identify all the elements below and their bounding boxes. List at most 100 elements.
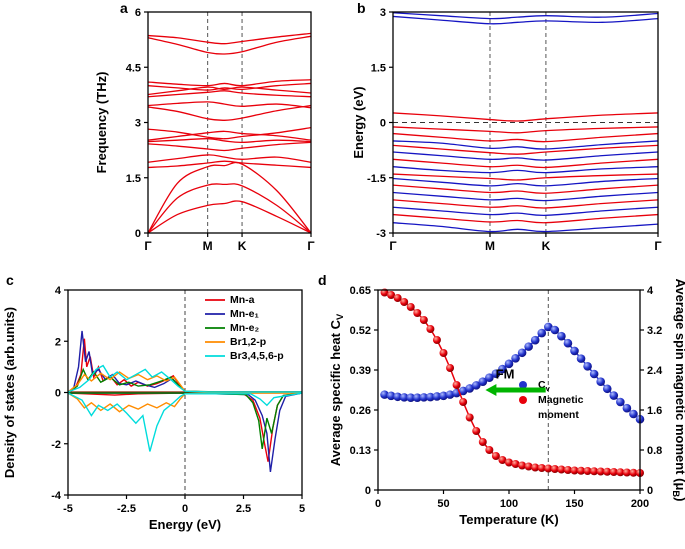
specific-heat-marker: [504, 359, 514, 369]
y-tick-label: 1.5: [371, 62, 386, 74]
magnetic-moment-marker: [432, 336, 441, 344]
band-curve: [147, 183, 312, 234]
band-curve: [392, 15, 659, 25]
legend-label: Magnetic: [538, 394, 584, 406]
specific-heat-marker: [445, 390, 455, 399]
legend-label: Cv: [538, 379, 551, 393]
y-tick-label: 4.5: [126, 62, 141, 74]
magnetic-moment-marker: [511, 460, 520, 468]
panel-label-a: a: [120, 0, 128, 16]
magnetic-moment-marker: [439, 349, 448, 357]
fm-label: FM: [496, 367, 515, 382]
specific-heat-marker: [426, 392, 435, 402]
magnetic-moment-marker: [426, 325, 435, 333]
specific-heat-marker: [616, 397, 625, 407]
specific-heat-marker: [498, 364, 507, 374]
legend-label: Mn-e₁: [230, 308, 259, 320]
y-tick-label: 0: [380, 118, 386, 130]
band-curve: [392, 132, 659, 143]
b-plot-area: [392, 12, 659, 233]
magnetic-moment-marker: [518, 461, 527, 470]
y-tick-label-right: 1.6: [647, 405, 662, 417]
magnetic-moment-marker: [550, 465, 559, 473]
specific-heat-marker: [576, 354, 586, 363]
magnetic-moment-marker: [616, 468, 625, 477]
legend-label: Mn-a: [230, 294, 255, 306]
panel-label-b: b: [357, 0, 366, 16]
x-tick-label: Γ: [307, 239, 315, 253]
band-curve: [147, 141, 312, 152]
specific-heat-marker: [386, 391, 396, 401]
specific-heat-marker: [550, 325, 560, 335]
y-tick-label: 3: [380, 7, 386, 19]
band-curve: [392, 199, 659, 209]
x-axis-title: Energy (eV): [149, 517, 221, 532]
x-tick-label: M: [203, 239, 213, 253]
specific-heat-marker: [393, 392, 402, 402]
y-tick-label: 0: [135, 228, 141, 240]
specific-heat-marker: [622, 403, 632, 413]
specific-heat-marker: [485, 373, 494, 382]
magnetic-moment-marker: [452, 381, 461, 389]
magnetic-moment-marker: [465, 413, 474, 422]
y-tick-label: 0.52: [350, 325, 371, 337]
axis-ticks: 0 0.13 0.26 0.39 0.52 0.65 0 0.8 1.6 2.4 3.2 4 0 50 10…: [350, 285, 664, 510]
x-tick-label: 50: [437, 498, 449, 510]
x-tick-label: K: [238, 239, 247, 253]
magnetic-moment-marker: [583, 467, 592, 475]
band-curve: [392, 151, 659, 161]
x-tick-label: M: [485, 239, 495, 253]
magnetic-moment-marker: [498, 456, 507, 464]
band-curve: [147, 138, 312, 144]
band-curve: [392, 126, 659, 134]
band-curve: [392, 222, 659, 233]
specific-heat-marker: [563, 338, 573, 348]
specific-heat-marker: [583, 362, 592, 371]
panel-label-c: c: [6, 272, 14, 288]
band-curve: [392, 112, 659, 122]
magnetic-moment-marker: [577, 466, 586, 475]
specific-heat-marker: [609, 391, 619, 400]
y-tick-label: 4: [55, 285, 62, 297]
magnetic-moment-marker: [609, 468, 618, 476]
plot-frame: [147, 11, 312, 234]
band-curve: [392, 140, 659, 150]
magnetic-moment-marker: [485, 446, 494, 454]
y-tick-label: 0.65: [350, 285, 371, 297]
y-tick-label: 0: [55, 388, 61, 400]
specific-heat-marker: [602, 384, 612, 394]
band-curve: [147, 130, 312, 141]
magnetic-moment-marker: [478, 438, 487, 446]
x-tick-label: 200: [631, 498, 649, 510]
x-axis-title: Temperature (K): [459, 512, 558, 527]
specific-heat-marker: [511, 354, 520, 363]
magnetic-moment-marker: [629, 468, 638, 477]
y-tick-label: 0.39: [350, 365, 371, 377]
y-axis-title-right: Average spin magnetic moment (μB): [671, 278, 685, 501]
specific-heat-marker: [517, 348, 527, 358]
c-plot-area: [67, 290, 303, 495]
x-tick-label: K: [542, 239, 551, 253]
band-curve: [147, 161, 312, 234]
y-tick-label: 0.26: [350, 405, 371, 417]
legend-marker: [519, 396, 527, 404]
y-tick-label: 1.5: [126, 173, 141, 185]
band-curve: [147, 101, 312, 109]
band-curve: [392, 213, 659, 224]
y-tick-label-right: 0: [647, 485, 653, 497]
specific-heat-marker: [380, 390, 389, 399]
specific-heat-marker: [458, 386, 468, 396]
x-tick-label: 0: [375, 498, 381, 510]
x-tick-label: 100: [500, 498, 518, 510]
specific-heat-marker: [544, 322, 553, 332]
band-curve: [147, 35, 312, 55]
a-plot-area: [147, 12, 312, 234]
band-curve: [392, 166, 659, 174]
specific-heat-marker: [629, 409, 638, 419]
dos-curve-down: [67, 392, 302, 413]
band-curve: [147, 200, 312, 234]
electronic-band-structure-chart: -3 -1.5 0 1.5 3 Γ M K Γ Energy (eV): [351, 7, 662, 253]
magnetic-moment-marker: [446, 364, 455, 372]
y-tick-label: 2: [55, 336, 61, 348]
axis-ticks: -4 -2 0 2 4 -5 -2.5 0 2.5 5: [51, 285, 305, 515]
